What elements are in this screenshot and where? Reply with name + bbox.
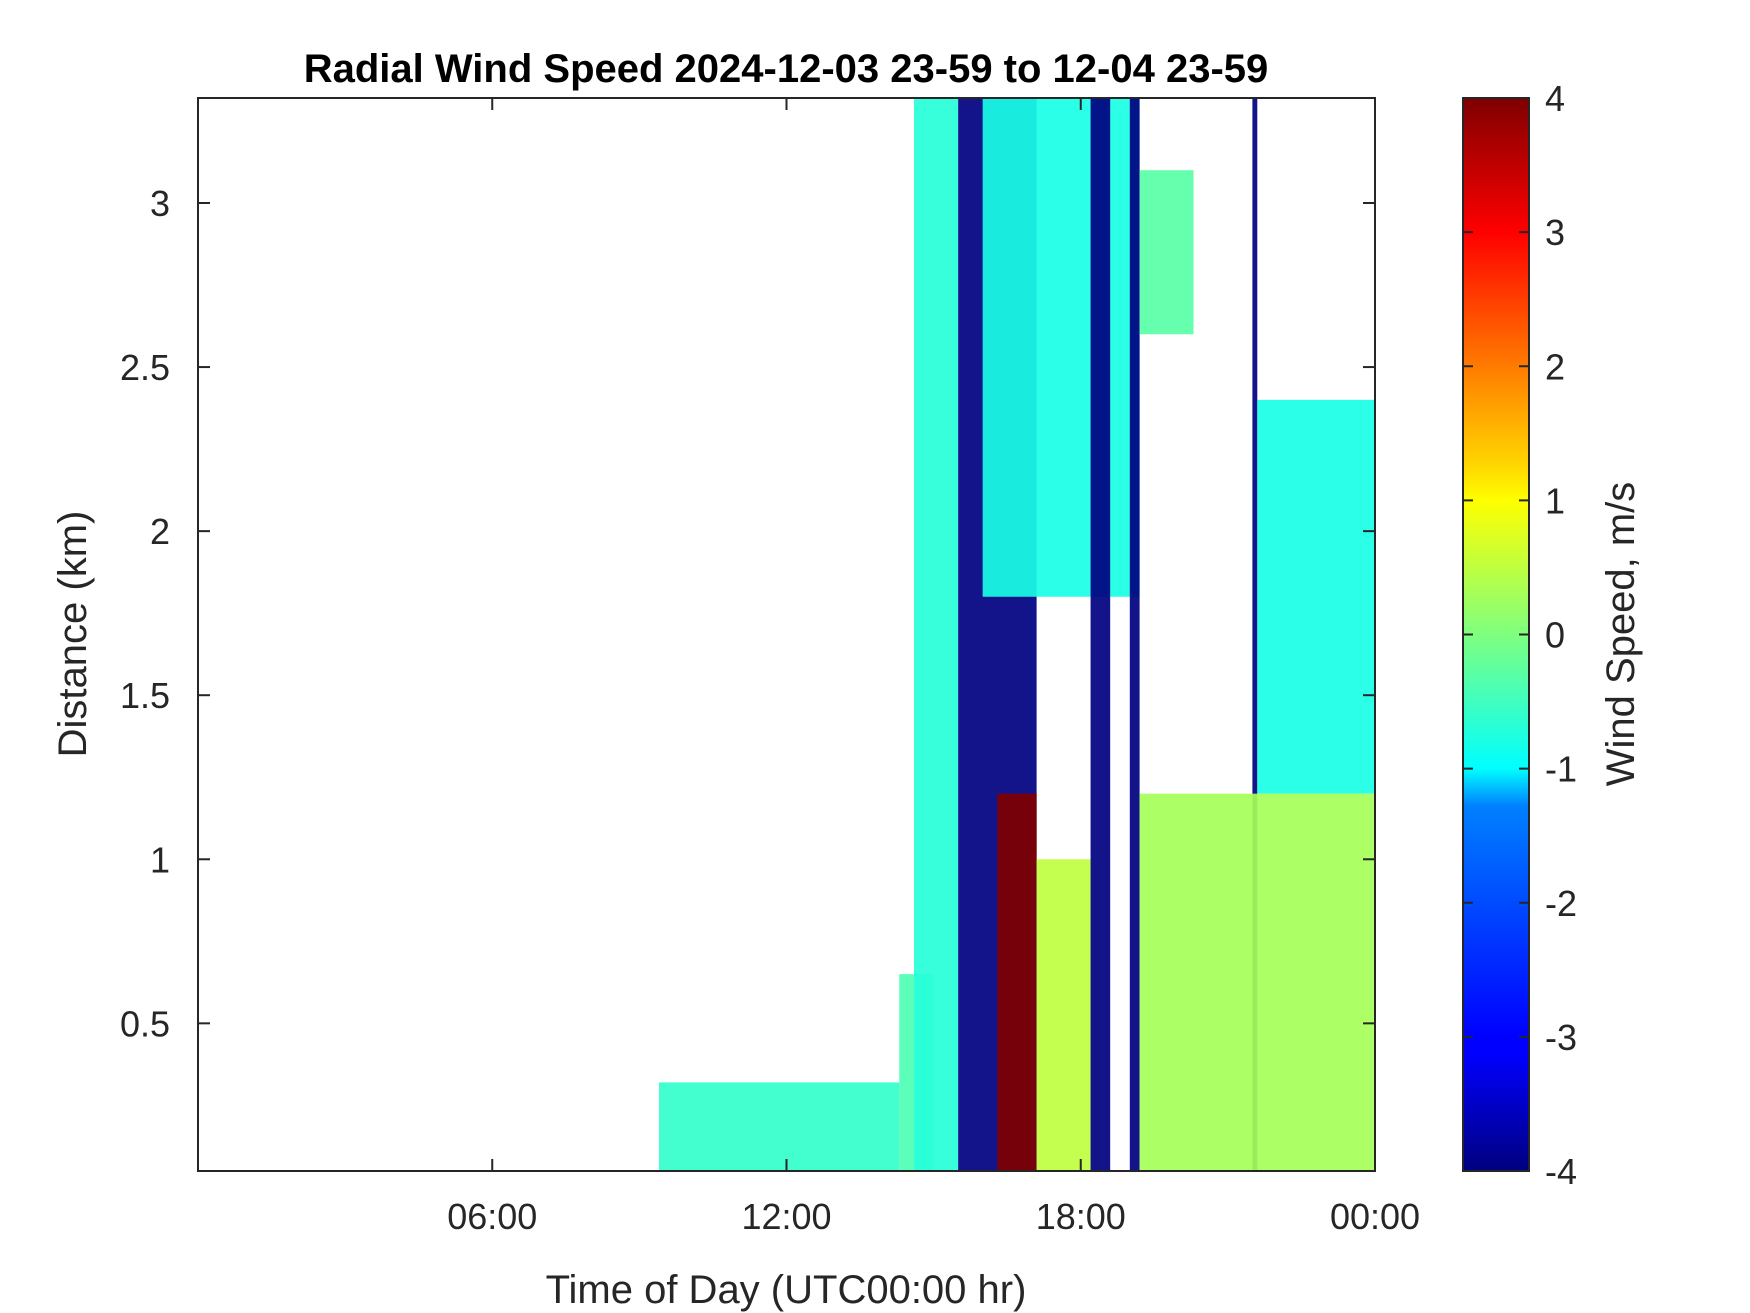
heatmap-region-8 (1090, 98, 1111, 1171)
heatmap-region-6 (982, 98, 1140, 597)
y-tick-label: 3 (150, 183, 170, 224)
colorbar-tick-label: 2 (1545, 346, 1565, 387)
y-tick-label: 2.5 (120, 347, 170, 388)
heatmap-region-10 (1139, 170, 1194, 335)
heatmap-cells (658, 98, 1375, 1171)
x-tick-label: 00:00 (1330, 1196, 1420, 1237)
colorbar-tick-label: -3 (1545, 1017, 1577, 1058)
y-tick-label: 1 (150, 839, 170, 880)
heatmap-region-9 (1129, 98, 1140, 1171)
heatmap-region-7 (1036, 859, 1091, 1171)
x-tick-labels: 06:00 12:00 18:00 00:00 (447, 1196, 1420, 1237)
heatmap-region-1 (658, 1082, 900, 1171)
colorbar-tick-label: -2 (1545, 883, 1577, 924)
colorbar-tick-label: 0 (1545, 615, 1565, 656)
plot-area (197, 97, 1376, 1172)
colorbar-tick-label: 3 (1545, 212, 1565, 253)
colorbar-ticks: 4 3 2 1 0 -1 -2 -3 -4 (1463, 78, 1577, 1192)
colorbar-tick-label: -1 (1545, 749, 1577, 790)
x-tick-label: 18:00 (1036, 1196, 1126, 1237)
y-tick-label: 2 (150, 511, 170, 552)
x-tick-label: 06:00 (447, 1196, 537, 1237)
colorbar: 4 3 2 1 0 -1 -2 -3 -4 Wind Speed, m/s (1462, 78, 1643, 1192)
y-tick-label: 0.5 (120, 1003, 170, 1044)
y-tick-marks (198, 202, 1375, 1025)
heatmap-region-13 (1139, 793, 1375, 1171)
x-tick-label: 12:00 (741, 1196, 831, 1237)
y-axis-label: Distance (km) (51, 511, 95, 758)
heatmap-region-3 (914, 98, 959, 1171)
x-axis-label: Time of Day (UTC00:00 hr) (546, 1268, 1027, 1312)
colorbar-tick-label: -4 (1545, 1151, 1577, 1192)
heatmap-region-12 (1257, 399, 1375, 794)
x-tick-marks (491, 98, 1376, 1171)
chart-title: Radial Wind Speed 2024-12-03 23-59 to 12… (304, 47, 1269, 91)
heatmap-region-5 (997, 793, 1037, 1171)
y-tick-labels: 0.5 1 1.5 2 2.5 3 (120, 183, 170, 1044)
colorbar-tick-label: 1 (1545, 480, 1565, 521)
colorbar-tick-label: 4 (1545, 78, 1565, 119)
colorbar-label: Wind Speed, m/s (1599, 482, 1643, 787)
heatmap-region-11 (1252, 98, 1258, 1171)
y-tick-label: 1.5 (120, 675, 170, 716)
